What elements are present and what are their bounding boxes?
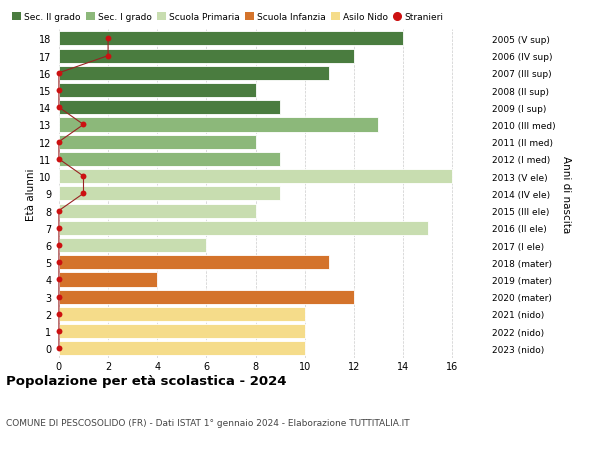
Bar bbox=[59, 341, 305, 356]
Point bbox=[54, 328, 64, 335]
Bar bbox=[59, 256, 329, 270]
Point bbox=[54, 70, 64, 77]
Point bbox=[54, 207, 64, 215]
Point bbox=[54, 156, 64, 163]
Point bbox=[54, 87, 64, 95]
Point bbox=[54, 293, 64, 301]
Point bbox=[103, 53, 113, 60]
Bar bbox=[59, 101, 280, 115]
Point bbox=[54, 276, 64, 284]
Point bbox=[79, 122, 88, 129]
Bar bbox=[59, 204, 256, 218]
Bar bbox=[59, 221, 428, 235]
Bar bbox=[59, 67, 329, 81]
Point bbox=[54, 345, 64, 352]
Bar bbox=[59, 170, 452, 184]
Point bbox=[54, 259, 64, 266]
Bar bbox=[59, 273, 157, 287]
Point bbox=[54, 224, 64, 232]
Point bbox=[54, 139, 64, 146]
Bar bbox=[59, 290, 354, 304]
Y-axis label: Anni di nascita: Anni di nascita bbox=[561, 156, 571, 232]
Bar bbox=[59, 238, 206, 252]
Legend: Sec. II grado, Sec. I grado, Scuola Primaria, Scuola Infanzia, Asilo Nido, Stran: Sec. II grado, Sec. I grado, Scuola Prim… bbox=[13, 13, 443, 22]
Bar bbox=[59, 307, 305, 321]
Point bbox=[54, 242, 64, 249]
Point bbox=[79, 173, 88, 180]
Bar bbox=[59, 118, 379, 132]
Bar bbox=[59, 152, 280, 167]
Point bbox=[79, 190, 88, 198]
Point bbox=[54, 311, 64, 318]
Bar bbox=[59, 135, 256, 150]
Bar bbox=[59, 32, 403, 46]
Bar bbox=[59, 50, 354, 63]
Bar bbox=[59, 187, 280, 201]
Y-axis label: Età alunni: Età alunni bbox=[26, 168, 36, 220]
Text: COMUNE DI PESCOSOLIDO (FR) - Dati ISTAT 1° gennaio 2024 - Elaborazione TUTTITALI: COMUNE DI PESCOSOLIDO (FR) - Dati ISTAT … bbox=[6, 418, 410, 427]
Text: Popolazione per età scolastica - 2024: Popolazione per età scolastica - 2024 bbox=[6, 374, 287, 387]
Bar bbox=[59, 325, 305, 338]
Bar bbox=[59, 84, 256, 98]
Point bbox=[54, 104, 64, 112]
Point bbox=[103, 36, 113, 43]
